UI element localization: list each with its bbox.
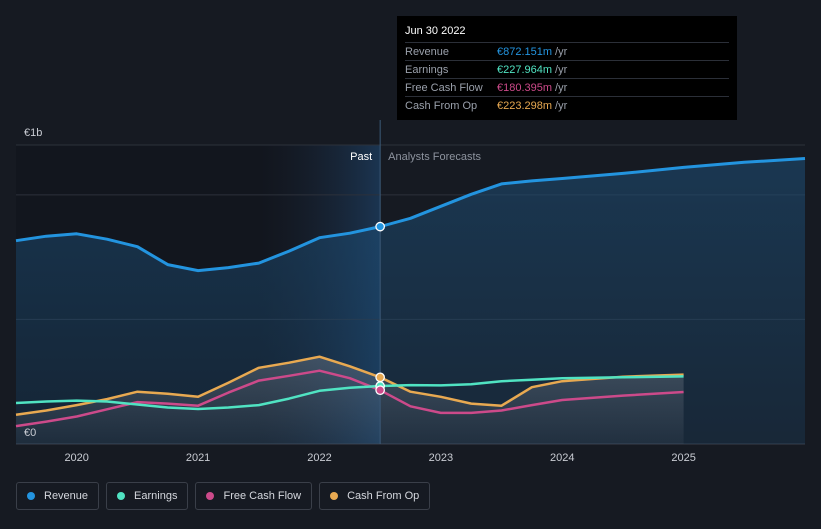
tooltip-label: Cash From Op — [405, 99, 478, 112]
legend-dot-icon — [206, 492, 215, 500]
tooltip-value: €180.395m — [497, 81, 553, 94]
legend-label: Earnings — [134, 490, 178, 502]
tooltip-date: Jun 30 2022 — [405, 25, 466, 37]
tooltip-row-free-cash-flow: Free Cash Flow €180.395m /yr — [405, 78, 729, 96]
tooltip-value: €227.964m — [497, 63, 553, 76]
marker-revenue — [375, 221, 386, 232]
series-line-earnings — [15, 375, 684, 411]
legend-label: Revenue — [44, 490, 89, 502]
revenue-area — [16, 158, 805, 444]
legend-item-revenue[interactable]: Revenue — [16, 482, 100, 510]
legend-item-earnings[interactable]: Earnings — [106, 482, 189, 510]
past-label: Past — [350, 151, 372, 163]
series-line-revenue — [15, 157, 806, 273]
legend-dot-icon — [330, 492, 339, 500]
tooltip-unit: /yr — [555, 99, 568, 112]
x-tick-label: 2023 — [429, 452, 453, 464]
legend-label: Cash From Op — [347, 490, 420, 502]
tooltip-unit: /yr — [555, 63, 568, 76]
tooltip-label: Free Cash Flow — [405, 81, 483, 94]
tooltip-unit: /yr — [555, 81, 568, 94]
x-tick-label: 2021 — [186, 452, 210, 464]
x-tick-label: 2024 — [550, 452, 574, 464]
tooltip-row-revenue: Revenue €872.151m /yr — [405, 42, 729, 60]
series-line-free-cash-flow — [15, 369, 684, 428]
tooltip-unit: /yr — [555, 45, 568, 58]
tooltip-label: Revenue — [405, 45, 450, 58]
tooltip-label: Earnings — [405, 63, 449, 76]
tooltip-value: €223.298m — [497, 99, 553, 112]
marker-cash-from-op — [375, 372, 386, 383]
series-line-cash-from-op — [15, 355, 684, 416]
marker-free-cash-flow — [375, 385, 386, 396]
legend-label: Free Cash Flow — [223, 490, 302, 502]
y-axis-bottom-label: €0 — [24, 427, 36, 439]
x-tick-label: 2020 — [64, 452, 88, 464]
legend-item-cash-from-op[interactable]: Cash From Op — [319, 482, 431, 510]
x-tick-label: 2025 — [671, 452, 695, 464]
y-axis-top-label: €1b — [24, 127, 42, 139]
hover-tooltip: Jun 30 2022 Revenue €872.151m /yr Earnin… — [397, 16, 737, 120]
x-tick-label: 2022 — [307, 452, 331, 464]
legend-dot-icon — [27, 492, 35, 500]
legend-item-free-cash-flow[interactable]: Free Cash Flow — [195, 482, 313, 510]
legend-dot-icon — [117, 492, 126, 500]
cash-flow-area — [16, 356, 684, 444]
chart-legend: Revenue Earnings Free Cash Flow Cash Fro… — [16, 482, 431, 510]
tooltip-row-earnings: Earnings €227.964m /yr — [405, 60, 729, 78]
forecast-label: Analysts Forecasts — [388, 151, 481, 163]
tooltip-value: €872.151m — [497, 45, 553, 58]
tooltip-row-cash-from-op: Cash From Op €223.298m /yr — [405, 96, 729, 114]
